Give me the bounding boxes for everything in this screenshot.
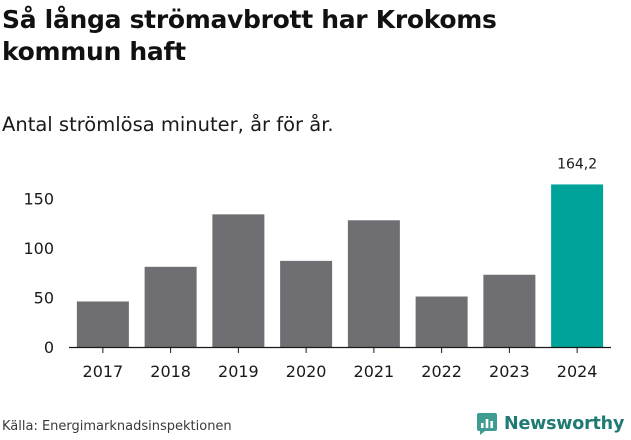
brand-name: Newsworthy bbox=[504, 414, 625, 434]
y-tick-label: 100 bbox=[23, 239, 54, 258]
newsworthy-logo-icon bbox=[477, 413, 497, 435]
x-tick-label: 2018 bbox=[150, 362, 191, 381]
y-tick-label: 0 bbox=[44, 338, 54, 357]
bar bbox=[347, 220, 400, 347]
bar-chart: 0 50 100 150 2017 2018 2019 2020 2021 2022 2023 202… bbox=[23, 156, 611, 381]
bar bbox=[483, 274, 536, 347]
x-tick-label: 2024 bbox=[557, 362, 598, 381]
data-label: 164,2 bbox=[557, 156, 597, 172]
bar bbox=[212, 214, 265, 347]
bar bbox=[415, 296, 468, 347]
x-tick-label: 2022 bbox=[421, 362, 462, 381]
x-tick-label: 2017 bbox=[83, 362, 124, 381]
bar bbox=[551, 184, 604, 347]
x-tick-label: 2021 bbox=[354, 362, 395, 381]
y-tick-label: 150 bbox=[23, 190, 54, 209]
newsworthy-brand: Newsworthy bbox=[476, 408, 624, 440]
source-note: Källa: Energimarknadsinspektionen bbox=[2, 419, 232, 434]
y-tick-label: 50 bbox=[34, 289, 54, 308]
x-tick-label: 2020 bbox=[286, 362, 327, 381]
chart-title: Så långa strömavbrott har Krokoms kommun… bbox=[2, 5, 497, 66]
chart-subtitle: Antal strömlösa minuter, år för år. bbox=[2, 113, 334, 136]
x-tick-label: 2019 bbox=[218, 362, 259, 381]
bar bbox=[144, 266, 197, 347]
x-tick-label: 2023 bbox=[489, 362, 530, 381]
bar bbox=[76, 301, 129, 347]
bar bbox=[280, 260, 333, 347]
